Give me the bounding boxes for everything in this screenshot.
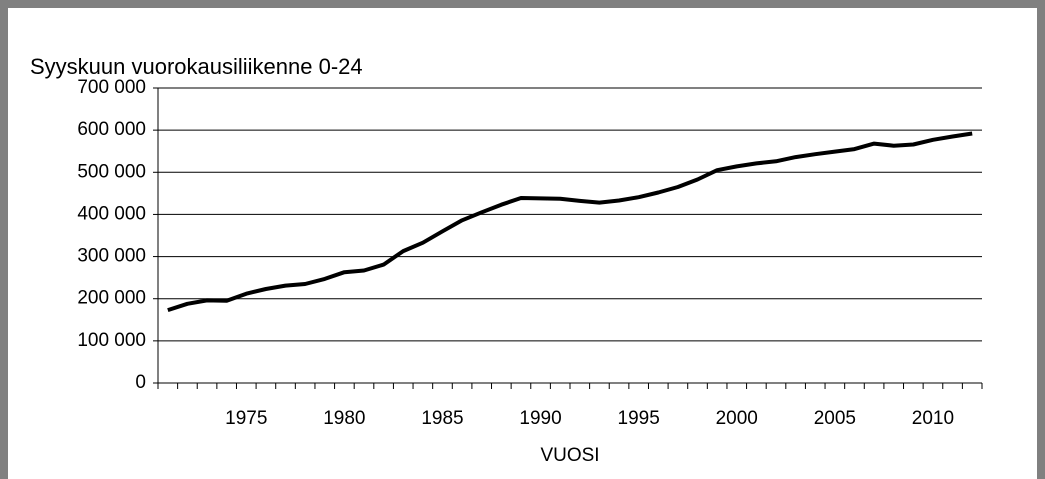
y-tick-label: 300 000: [77, 246, 146, 267]
x-tick-label: 2000: [716, 408, 758, 429]
y-tick-label: 200 000: [77, 288, 146, 309]
x-tick-label: 1990: [519, 408, 561, 429]
data-line: [167, 131, 973, 313]
x-tick-label: 2005: [814, 408, 856, 429]
y-tick-label: 100 000: [77, 330, 146, 351]
y-tick-label: 700 000: [77, 77, 146, 98]
y-tick-label: 0: [135, 372, 146, 393]
x-tick-label: 1995: [618, 408, 660, 429]
chart-panel: [8, 8, 1037, 479]
x-tick-label: 1980: [323, 408, 365, 429]
x-tick-label: 2010: [912, 408, 954, 429]
x-tick-label: 1985: [421, 408, 463, 429]
y-tick-label: 400 000: [77, 203, 146, 224]
chart-title: Syyskuun vuorokausiliikenne 0-24: [30, 54, 363, 79]
y-tick-label: 500 000: [77, 161, 146, 182]
x-axis-label: VUOSI: [540, 445, 599, 466]
y-tick-label: 600 000: [77, 119, 146, 140]
x-tick-label: 1975: [225, 408, 267, 429]
